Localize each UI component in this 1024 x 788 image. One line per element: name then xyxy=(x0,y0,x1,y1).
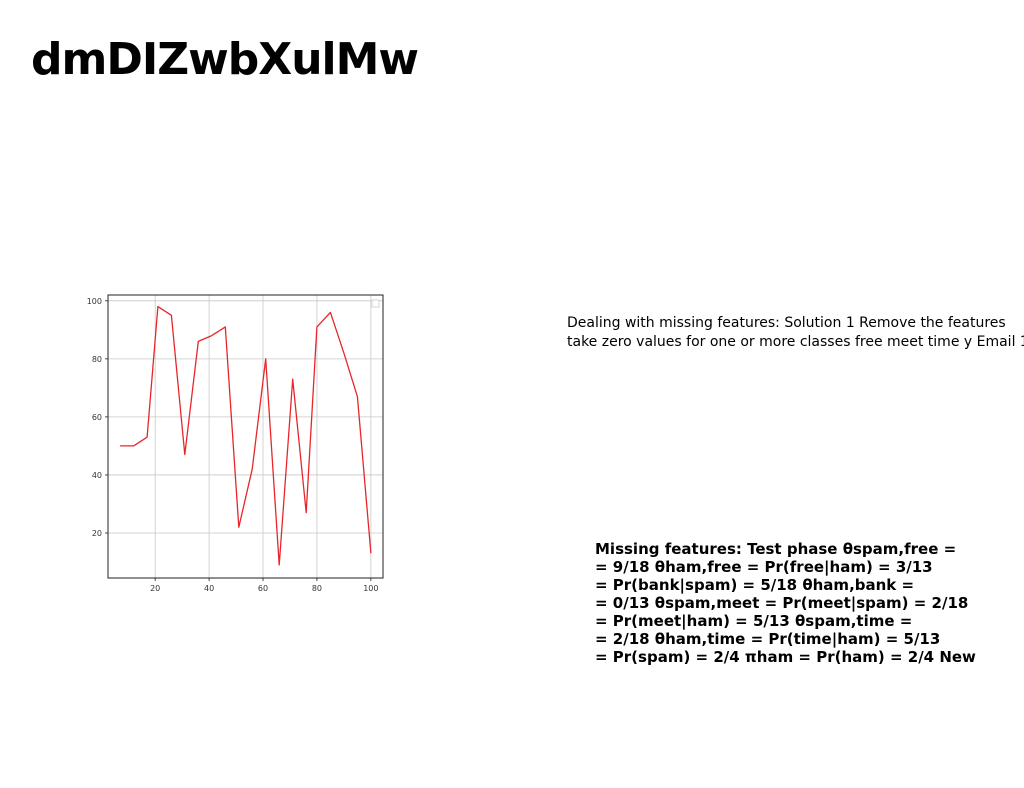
paragraph2-line: = 0/13 θspam,meet = Pr(meet|spam) = 2/18 xyxy=(595,594,969,612)
line-chart: 20 40 60 80 100 20 40 60 80 100 xyxy=(87,294,384,593)
y-tick-label: 40 xyxy=(92,471,102,480)
series-line xyxy=(120,305,372,566)
y-tick-label: 60 xyxy=(92,413,102,422)
paragraph2-line: = Pr(bank|spam) = 5/18 θham,bank = xyxy=(595,576,915,594)
x-tick-label: 100 xyxy=(363,584,378,593)
legend-box xyxy=(371,299,380,308)
chart-series xyxy=(120,305,372,566)
x-tick-label: 20 xyxy=(150,584,160,593)
text-test-phase: Missing features: Test phase θspam,free … xyxy=(595,540,1024,666)
plot-frame xyxy=(107,294,384,579)
paragraph2-line: Missing features: Test phase θspam,free … xyxy=(595,540,957,558)
x-tick-label: 40 xyxy=(204,584,214,593)
x-tick-label: 60 xyxy=(258,584,268,593)
paragraph2-line: = 2/18 θham,time = Pr(time|ham) = 5/13 xyxy=(595,630,941,648)
text-missing-features-solution: Dealing with missing features: Solution … xyxy=(567,314,1024,352)
paragraph2-line: = Pr(meet|ham) = 5/13 θspam,time = xyxy=(595,612,913,630)
paragraph1-line: Dealing with missing features: Solution … xyxy=(567,315,1006,331)
y-tick-label: 20 xyxy=(92,529,102,538)
chart-grid xyxy=(108,295,383,578)
paragraph1-line: take zero values for one or more classes… xyxy=(567,334,1024,350)
paragraph2-line: = Pr(spam) = 2/4 πham = Pr(ham) = 2/4 Ne… xyxy=(595,648,976,666)
y-tick-label: 80 xyxy=(92,355,102,364)
paragraph2-line: = 9/18 θham,free = Pr(free|ham) = 3/13 xyxy=(595,558,933,576)
x-tick-label: 80 xyxy=(312,584,322,593)
slide-title: dmDIZwbXulMw xyxy=(31,34,419,85)
y-tick-label: 100 xyxy=(87,297,102,306)
